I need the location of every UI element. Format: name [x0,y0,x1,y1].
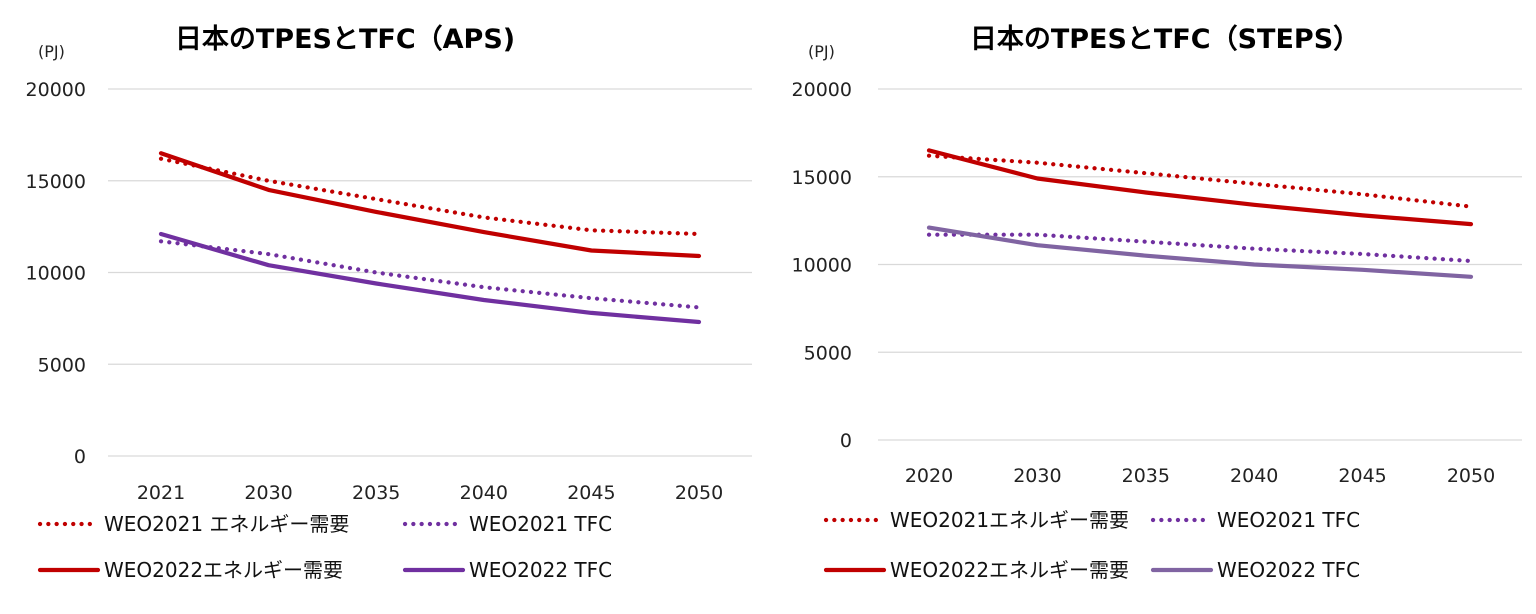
x-tick-label: 2030 [244,482,292,504]
x-tick-label: 2050 [1447,465,1495,487]
y-tick-label: 10000 [792,255,852,277]
series-line-2 [926,232,1474,264]
y-tick-label: 10000 [26,263,86,285]
chart-title: 日本のTPESとTFC（STEPS） [970,24,1360,55]
legend-label: WEO2021 エネルギー需要 [104,512,349,536]
series-line-1 [926,153,1474,209]
legend-label: WEO2021 TFC [1217,508,1360,532]
x-tick-label: 2040 [1230,465,1278,487]
x-tick-label: 2040 [460,482,508,504]
series-line-4 [926,225,1474,279]
y-tick-label: 0 [74,446,86,468]
y-tick-label: 20000 [792,79,852,101]
x-tick-label: 2035 [1122,465,1170,487]
y-tick-label: 5000 [38,354,86,376]
legend-label: WEO2022エネルギー需要 [890,558,1129,582]
y-axis-unit: (PJ) [38,42,65,61]
x-tick-label: 2020 [905,465,953,487]
chart-aps: 日本のTPESとTFC（APS) (PJ) 0 5000 10000 15000 200… [26,24,752,582]
y-tick-label: 15000 [26,171,86,193]
legend-label: WEO2022 TFC [469,558,612,582]
y-tick-label: 15000 [792,167,852,189]
series-line-3 [158,151,702,259]
y-axis-unit: (PJ) [808,42,835,61]
x-tick-label: 2021 [137,482,185,504]
legend-label: WEO2022 TFC [1217,558,1360,582]
series-line-1 [158,156,702,237]
x-tick-label: 2050 [675,482,723,504]
x-tick-label: 2045 [1338,465,1386,487]
series-line-4 [158,231,702,325]
y-tick-label: 5000 [804,342,852,364]
chart-title: 日本のTPESとTFC（APS) [175,24,515,55]
x-tick-label: 2030 [1013,465,1061,487]
x-tick-label: 2045 [567,482,615,504]
legend-label: WEO2021 TFC [469,512,612,536]
x-tick-label: 2035 [352,482,400,504]
series-line-3 [926,148,1474,227]
chart-steps: 日本のTPESとTFC（STEPS） (PJ) 0 5000 10000 15000 2… [792,24,1522,582]
y-tick-label: 20000 [26,79,86,101]
series-line-2 [158,239,702,310]
y-tick-label: 0 [840,430,852,452]
legend-label: WEO2021エネルギー需要 [890,508,1129,532]
legend-label: WEO2022エネルギー需要 [104,558,343,582]
